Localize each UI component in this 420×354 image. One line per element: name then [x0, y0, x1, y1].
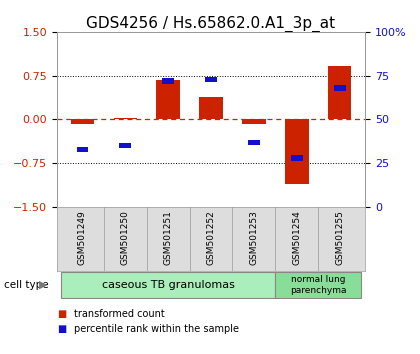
Text: GSM501251: GSM501251	[164, 210, 173, 265]
Bar	[334, 85, 346, 91]
Text: GSM501250: GSM501250	[121, 210, 130, 265]
Text: GSM501252: GSM501252	[207, 210, 215, 265]
Text: caseous TB granulomas: caseous TB granulomas	[102, 280, 235, 290]
Bar	[205, 76, 217, 82]
Bar	[291, 155, 303, 161]
Text: transformed count: transformed count	[74, 309, 164, 319]
Text: cell type: cell type	[4, 280, 49, 290]
Text: GSM501253: GSM501253	[249, 210, 258, 265]
Text: ▶: ▶	[39, 280, 47, 290]
Bar	[76, 147, 88, 152]
Text: normal lung
parenchyma: normal lung parenchyma	[290, 275, 346, 295]
FancyBboxPatch shape	[61, 272, 276, 298]
Text: ■: ■	[57, 324, 66, 334]
Bar	[113, 118, 137, 120]
Bar	[248, 139, 260, 145]
Text: ■: ■	[57, 309, 66, 319]
Text: GSM501249: GSM501249	[78, 210, 87, 265]
Text: GSM501254: GSM501254	[292, 210, 301, 265]
Bar	[71, 120, 94, 124]
Bar	[156, 80, 180, 120]
Title: GDS4256 / Hs.65862.0.A1_3p_at: GDS4256 / Hs.65862.0.A1_3p_at	[87, 16, 336, 32]
Text: percentile rank within the sample: percentile rank within the sample	[74, 324, 239, 334]
Bar	[162, 78, 174, 84]
Bar	[199, 97, 223, 120]
Bar	[119, 143, 131, 148]
Bar	[285, 120, 309, 184]
Bar	[328, 66, 352, 120]
Bar	[242, 120, 266, 124]
FancyBboxPatch shape	[276, 272, 361, 298]
Text: GSM501255: GSM501255	[335, 210, 344, 265]
